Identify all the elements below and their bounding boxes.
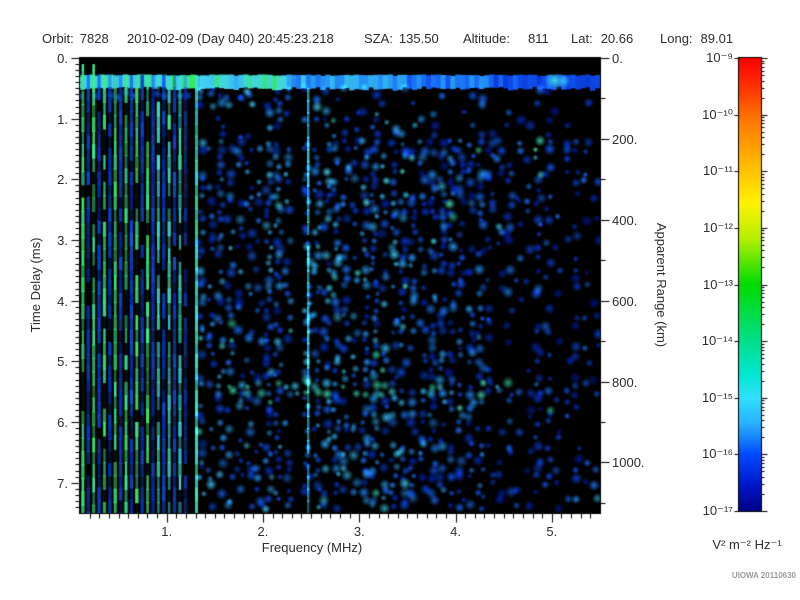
y-tick-label: 2. xyxy=(57,172,68,188)
x-tick-label: 3. xyxy=(353,524,365,539)
range-tick-label: 600. xyxy=(612,293,638,309)
orbit-label: Orbit: xyxy=(42,31,74,46)
y-tick-label: 7. xyxy=(57,475,68,491)
altitude-value: 811 xyxy=(527,31,549,46)
altitude-label: Altitude: xyxy=(463,31,510,46)
header-orbit: Orbit: 7828 xyxy=(42,31,109,46)
long-value: 89.01 xyxy=(700,31,734,46)
x-tick-label: 4. xyxy=(450,524,461,539)
sza-label: SZA: xyxy=(364,31,393,46)
colorbar-tick-label: 10⁻⁹ xyxy=(706,50,733,65)
range-tick-label: 1000. xyxy=(612,455,645,471)
colorbar-tick-label: 10⁻¹³ xyxy=(703,276,733,292)
range-tick-label: 200. xyxy=(612,131,638,147)
orbit-value: 7828 xyxy=(79,31,109,46)
y-tick-label: 0. xyxy=(57,51,68,66)
x-tick-label: 2. xyxy=(257,524,269,539)
x-tick-label: 5. xyxy=(546,524,558,539)
colorbar-tick-label: 10⁻¹⁷ xyxy=(702,503,733,518)
colorbar-tick-label: 10⁻¹⁶ xyxy=(701,446,733,462)
header-lat: Lat: 20.66 xyxy=(571,31,633,46)
y-tick-label: 4. xyxy=(57,293,68,309)
range-tick-label: 0. xyxy=(612,51,623,66)
y-tick-label: 5. xyxy=(57,354,68,370)
x-tick-label: 1. xyxy=(161,524,173,539)
colorbar-tick-label: 10⁻¹² xyxy=(703,219,733,235)
colorbar-tick-label: 10⁻¹¹ xyxy=(703,163,733,179)
colorbar-tick-label: 10⁻¹⁵ xyxy=(701,389,733,405)
y-axis-title-apparent-range: Apparent Range (km) xyxy=(654,222,669,348)
lat-value: 20.66 xyxy=(600,31,634,46)
header-altitude: Altitude: 811 xyxy=(463,31,549,46)
colorbar-unit-label: V² m⁻² Hz⁻¹ xyxy=(712,537,782,552)
range-tick-label: 400. xyxy=(612,212,638,228)
header-long: Long: 89.01 xyxy=(660,31,733,46)
header-sza: SZA: 135.50 xyxy=(364,31,439,46)
long-label: Long: xyxy=(660,31,693,46)
y-tick-label: 1. xyxy=(57,111,68,127)
colorbar-tick-label: 10⁻¹⁰ xyxy=(702,106,733,122)
datetime-value: 2010-02-09 (Day 040) 20:45:23.218 xyxy=(127,31,334,46)
sza-value: 135.50 xyxy=(398,31,439,46)
header-datetime: 2010-02-09 (Day 040) 20:45:23.218 xyxy=(127,31,334,46)
y-tick-label: 6. xyxy=(57,415,68,430)
y-tick-label: 3. xyxy=(57,233,68,248)
lat-label: Lat: xyxy=(571,31,593,46)
credit-text: UIOWA 20110630 xyxy=(731,571,796,580)
colorbar-tick-label: 10⁻¹⁴ xyxy=(701,333,733,349)
range-tick-label: 800. xyxy=(612,374,638,390)
x-axis-title-frequency: Frequency (MHz) xyxy=(261,540,363,555)
